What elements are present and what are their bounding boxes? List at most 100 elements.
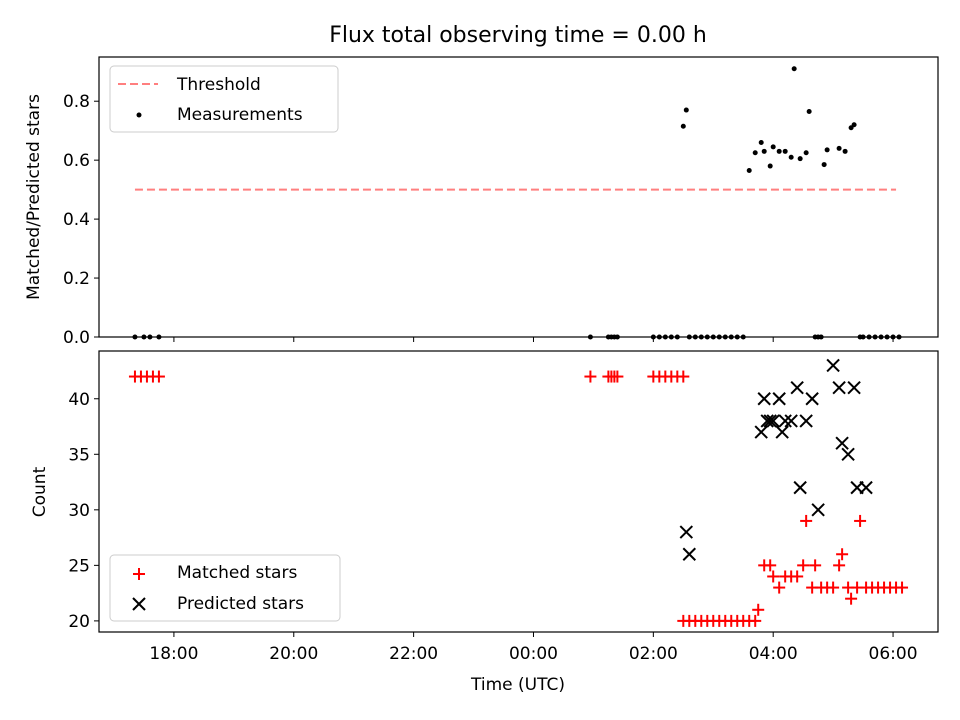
legend-predicted-label: Predicted stars [177,594,304,614]
bottom-y-tick-label: 20 [68,612,90,632]
x-tick-label: 00:00 [509,644,558,664]
matched-star-marker [752,603,765,616]
measurement-point [776,148,782,154]
matched-star-marker [800,514,813,527]
x-tick-label: 18:00 [149,644,198,664]
measurement-point [752,150,758,156]
predicted-star-stroke [775,425,789,439]
predicted-star-stroke [778,414,792,428]
measurement-point [842,148,848,154]
matched-star-marker [845,592,858,605]
predicted-star-marker [811,503,825,517]
predicted-star-marker [790,380,804,395]
measurement-point [770,144,776,150]
measurement-point [791,66,797,72]
predicted-star-marker [847,380,861,395]
predicted-star-marker [757,392,771,406]
predicted-star-stroke [799,414,813,428]
predicted-star-marker [679,525,694,539]
measurement-point [821,162,827,168]
matched-star-marker [836,548,849,561]
top-plot-frame [98,56,939,338]
predicted-star-stroke [859,480,873,495]
predicted-star-stroke [790,380,804,395]
predicted-star-stroke [832,380,846,395]
legend-matched-swatch [133,568,145,580]
predicted-star-marker [754,425,768,439]
bottom-y-tick-label: 25 [68,556,90,576]
matched-star-marker [152,370,165,383]
legend-matched-label: Matched stars [177,563,297,583]
top-chart-title: Flux total observing time = 0.00 h [329,23,707,48]
predicted-star-stroke [682,547,697,561]
top-y-tick-label: 0.2 [63,269,90,289]
bottom-panel: 20 25 30 35 40 18:00 20:00 22:00 00:00 02:00 04:00… [68,358,918,664]
predicted-star-stroke [784,414,798,428]
predicted-star-stroke [766,414,780,428]
measurement-point [788,154,794,160]
matched-star-marker [584,370,597,383]
matched-star-marker [833,559,846,572]
matched-star-marker [611,370,624,383]
predicted-star-stroke [811,503,825,517]
predicted-star-marker [859,480,873,495]
predicted-star-marker [832,380,846,395]
matched-star-marker [896,581,909,594]
bottom-y-axis-label: Count [30,466,50,517]
measurement-point [746,167,752,173]
measurement-point [683,107,689,113]
matched-star-marker [827,581,840,594]
x-tick-label: 04:00 [749,644,798,664]
bottom-y-tick-label: 30 [68,501,90,521]
predicted-star-marker [841,447,855,461]
matched-star-marker [767,570,780,583]
predicted-star-marker [763,414,777,428]
legend-predicted-swatch [132,597,146,611]
matched-star-marker [809,559,822,572]
predicted-star-stroke [679,525,694,539]
predicted-star-marker [766,414,780,428]
predicted-star-stroke [841,447,855,461]
top-legend: Threshold Measurements [109,65,339,133]
top-legend-box [109,65,339,133]
predicted-star-marker [835,436,849,450]
predicted-star-stroke [805,392,819,406]
legend-measurements-swatch [136,112,142,118]
predicted-star-stroke [754,425,768,439]
measurement-point [782,148,788,154]
legend-threshold-label: Threshold [176,75,261,95]
matched-star-marker [773,581,786,594]
measurement-point [806,109,812,115]
predicted-star-marker [793,480,807,495]
x-tick-label: 22:00 [389,644,438,664]
predicted-star-stroke [835,436,849,450]
x-tick-label: 20:00 [269,644,318,664]
predicted-star-stroke [760,414,774,428]
measurement-point [803,150,809,156]
predicted-star-marker [772,392,786,406]
bottom-plot-frame [98,350,939,633]
measurement-point [824,147,830,153]
measurement-point [797,156,803,162]
predicted-star-marker [805,392,819,406]
predicted-star-marker [778,414,792,428]
matched-star-marker [791,570,804,583]
predicted-star-stroke [763,414,777,428]
measurement-point [761,148,767,154]
legend-measurements-label: Measurements [177,105,303,125]
top-y-axis-label: Matched/Predicted stars [24,94,44,300]
predicted-star-stroke [757,392,771,406]
bottom-y-tick-label: 35 [68,445,90,465]
top-y-tick-label: 0.6 [63,151,90,171]
measurement-point [851,122,857,128]
matched-star-marker [797,559,810,572]
predicted-star-marker [784,414,798,428]
bottom-y-tick-label: 40 [68,390,90,410]
x-axis-label: Time (UTC) [470,675,565,695]
matched-star-marker [764,559,777,572]
measurement-point [680,123,686,129]
predicted-star-stroke [826,358,840,373]
measurement-point [767,163,773,169]
predicted-star-stroke [772,392,786,406]
